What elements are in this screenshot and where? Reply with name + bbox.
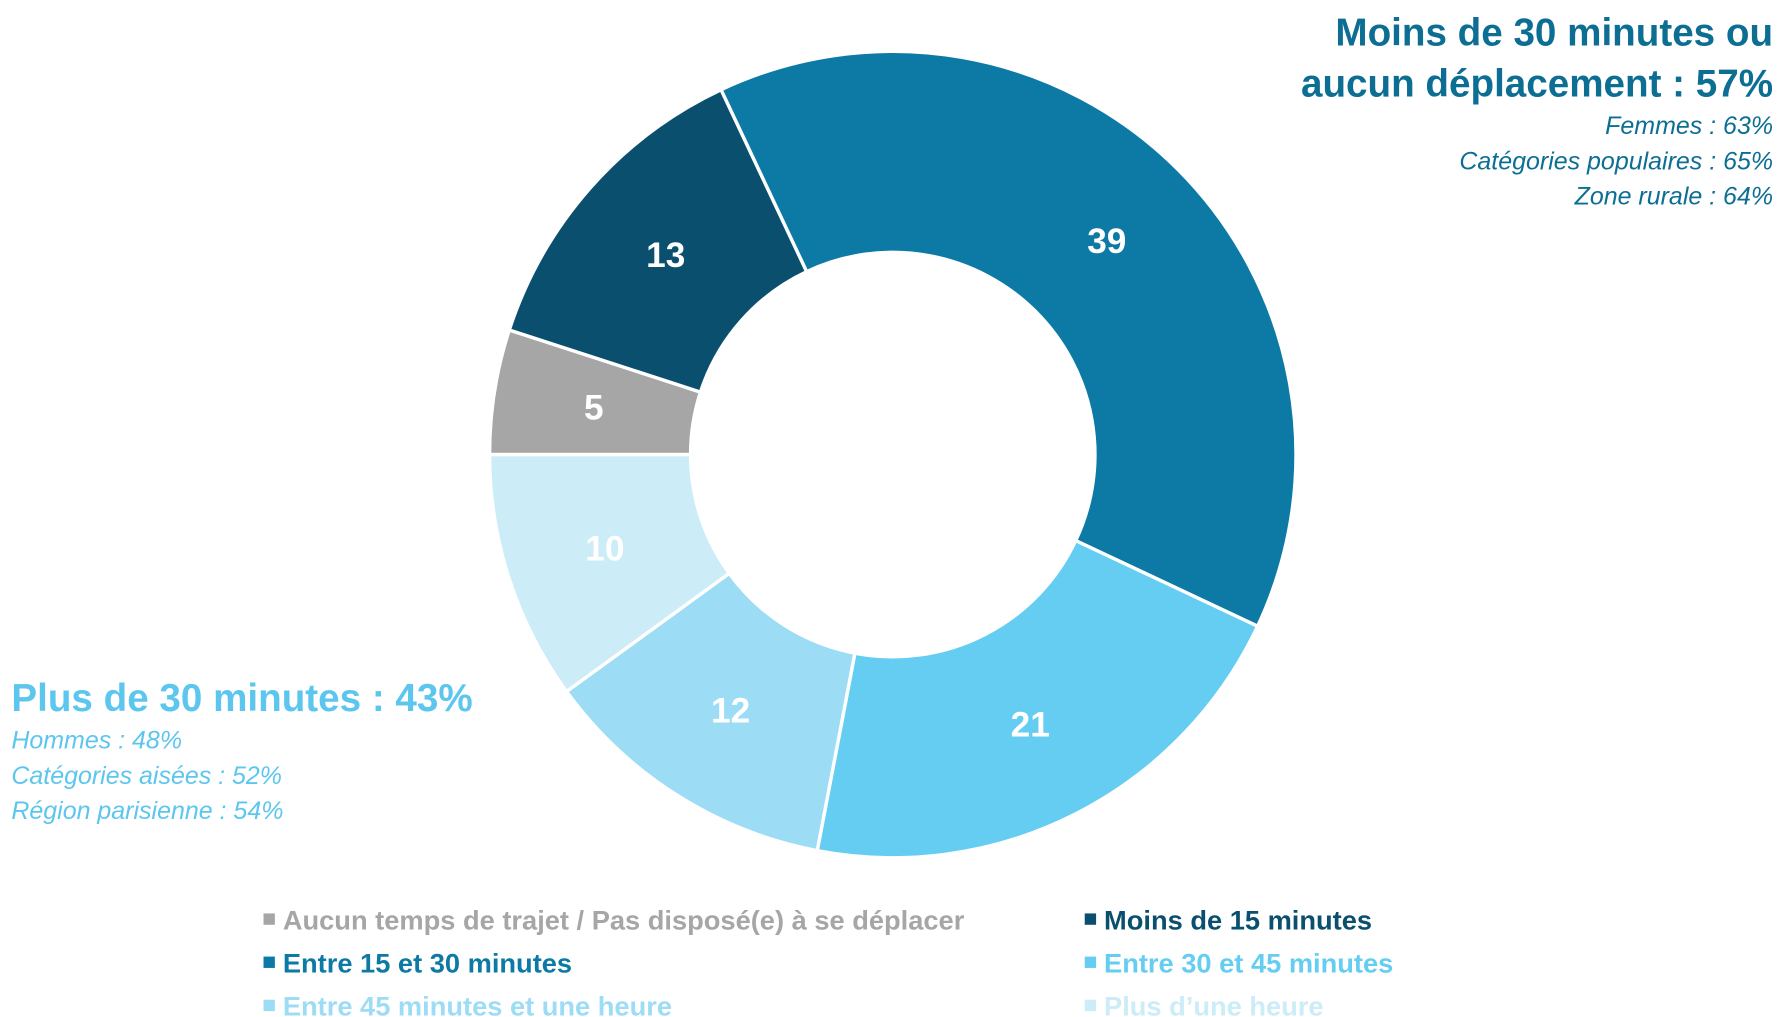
data-label: 5 xyxy=(584,389,604,428)
data-label: 21 xyxy=(1011,706,1050,745)
annotation-line: Région parisienne : 54% xyxy=(11,797,283,825)
data-label: 12 xyxy=(711,692,750,731)
donut-segment xyxy=(564,571,857,853)
annotation-line: Femmes : 63% xyxy=(1605,112,1773,140)
legend-swatch xyxy=(1084,999,1097,1012)
legend-label: Entre 45 minutes et une heure xyxy=(283,991,672,1017)
legend-swatch xyxy=(1084,913,1097,925)
legend-label: Entre 30 et 45 minutes xyxy=(1104,947,1393,978)
legend-label: Entre 15 et 30 minutes xyxy=(283,947,572,978)
donut-segment xyxy=(507,87,809,395)
data-label: 39 xyxy=(1087,222,1126,261)
annotation-line: Hommes : 48% xyxy=(11,727,182,755)
data-label: 10 xyxy=(585,530,624,569)
legend-label: Aucun temps de trajet / Pas disposé(e) à… xyxy=(283,904,965,935)
annotation-line: Zone rurale : 64% xyxy=(1574,183,1773,211)
annotation-title: aucun déplacement : 57% xyxy=(1301,63,1773,106)
legend-swatch xyxy=(263,913,275,925)
donut-segment xyxy=(815,538,1260,860)
data-label: 13 xyxy=(646,236,685,275)
legend-label: Moins de 15 minutes xyxy=(1104,904,1372,935)
donut-segment xyxy=(487,452,732,694)
annotation-title: Moins de 30 minutes ou xyxy=(1335,12,1773,55)
annotation-title: Plus de 30 minutes : 43% xyxy=(11,677,472,720)
donut-segment xyxy=(718,49,1298,629)
legend-swatch xyxy=(1084,956,1097,968)
legend-label: Plus d’une heure xyxy=(1104,991,1324,1017)
annotation-line: Catégories populaires : 65% xyxy=(1459,147,1773,175)
annotation-line: Catégories aisées : 52% xyxy=(11,762,282,790)
legend-swatch xyxy=(263,999,275,1012)
legend-swatch xyxy=(263,956,275,968)
